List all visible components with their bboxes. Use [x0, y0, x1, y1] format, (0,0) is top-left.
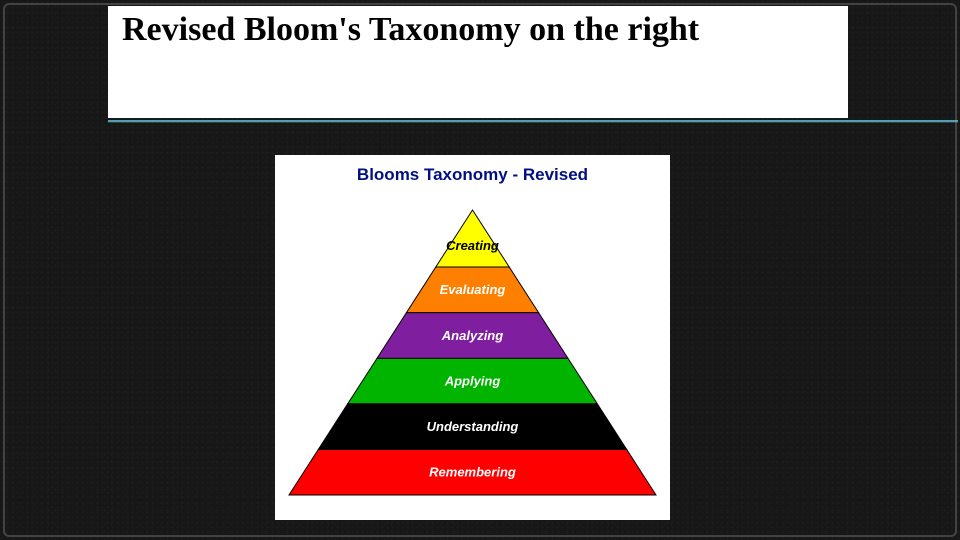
- pyramid-level-label: Remembering: [429, 465, 516, 480]
- pyramid-figure: Blooms Taxonomy - Revised Remembering Und…: [275, 155, 670, 520]
- slide-title: Revised Bloom's Taxonomy on the right: [122, 10, 834, 49]
- pyramid-level-label: Understanding: [427, 419, 519, 434]
- pyramid-level-label: Creating: [446, 238, 499, 253]
- slide: Revised Bloom's Taxonomy on the right Bl…: [0, 0, 960, 540]
- pyramid-level-label: Evaluating: [440, 282, 506, 297]
- title-band: Revised Bloom's Taxonomy on the right: [108, 6, 848, 118]
- divider-line: [108, 120, 958, 122]
- pyramid-level-label: Analyzing: [441, 328, 503, 343]
- pyramid-level-label: Applying: [444, 373, 501, 388]
- pyramid-svg: Remembering Understanding Applying Analyzin…: [275, 195, 670, 515]
- figure-title: Blooms Taxonomy - Revised: [275, 165, 670, 185]
